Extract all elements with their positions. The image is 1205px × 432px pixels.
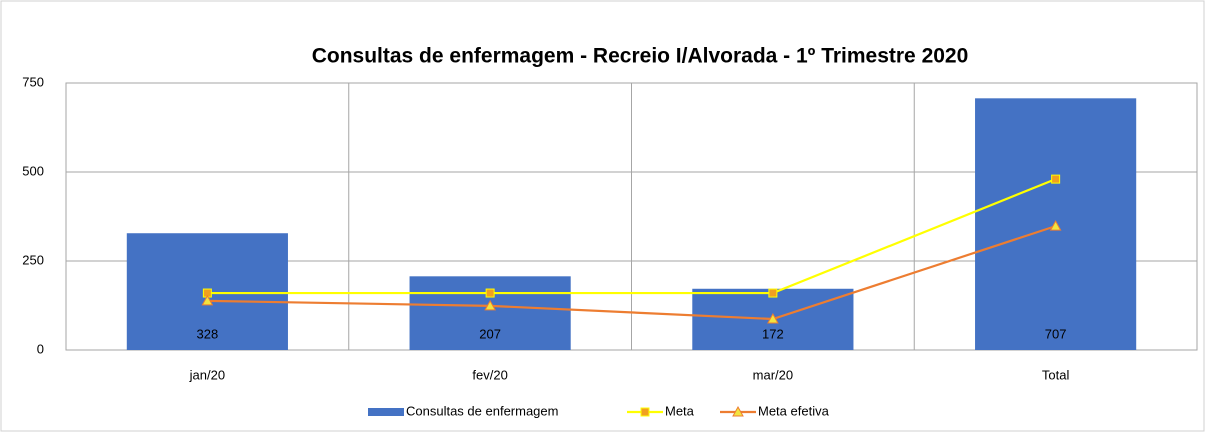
y-tick-label: 750	[22, 74, 44, 89]
data-label: 172	[762, 326, 784, 341]
marker	[484, 299, 496, 311]
marker	[1049, 220, 1062, 231]
legend-label: Meta	[665, 403, 695, 418]
x-tick-label: Total	[1042, 367, 1070, 382]
data-label: 328	[197, 326, 219, 341]
data-label: 207	[479, 326, 501, 341]
x-tick-label: mar/20	[753, 367, 793, 382]
marker	[768, 288, 778, 298]
marker	[201, 294, 214, 306]
legend-label: Consultas de enfermagem	[406, 403, 558, 418]
x-tick-label: fev/20	[472, 367, 507, 382]
legend-label: Meta efetiva	[758, 403, 830, 418]
marker	[767, 312, 779, 324]
legend-swatch	[368, 408, 404, 416]
marker	[485, 288, 495, 298]
legend-marker	[732, 405, 744, 417]
legend-marker	[640, 407, 650, 417]
data-label: 707	[1045, 326, 1067, 341]
plot-border	[65, 82, 1198, 351]
y-tick-label: 0	[37, 341, 44, 356]
y-tick-label: 250	[22, 252, 44, 267]
marker	[1051, 174, 1061, 184]
line	[207, 225, 1056, 321]
x-tick-label: jan/20	[189, 367, 225, 382]
chart-title: Consultas de enfermagem - Recreio I/Alvo…	[312, 45, 969, 68]
line	[207, 178, 1057, 295]
y-tick-label: 500	[22, 163, 44, 178]
